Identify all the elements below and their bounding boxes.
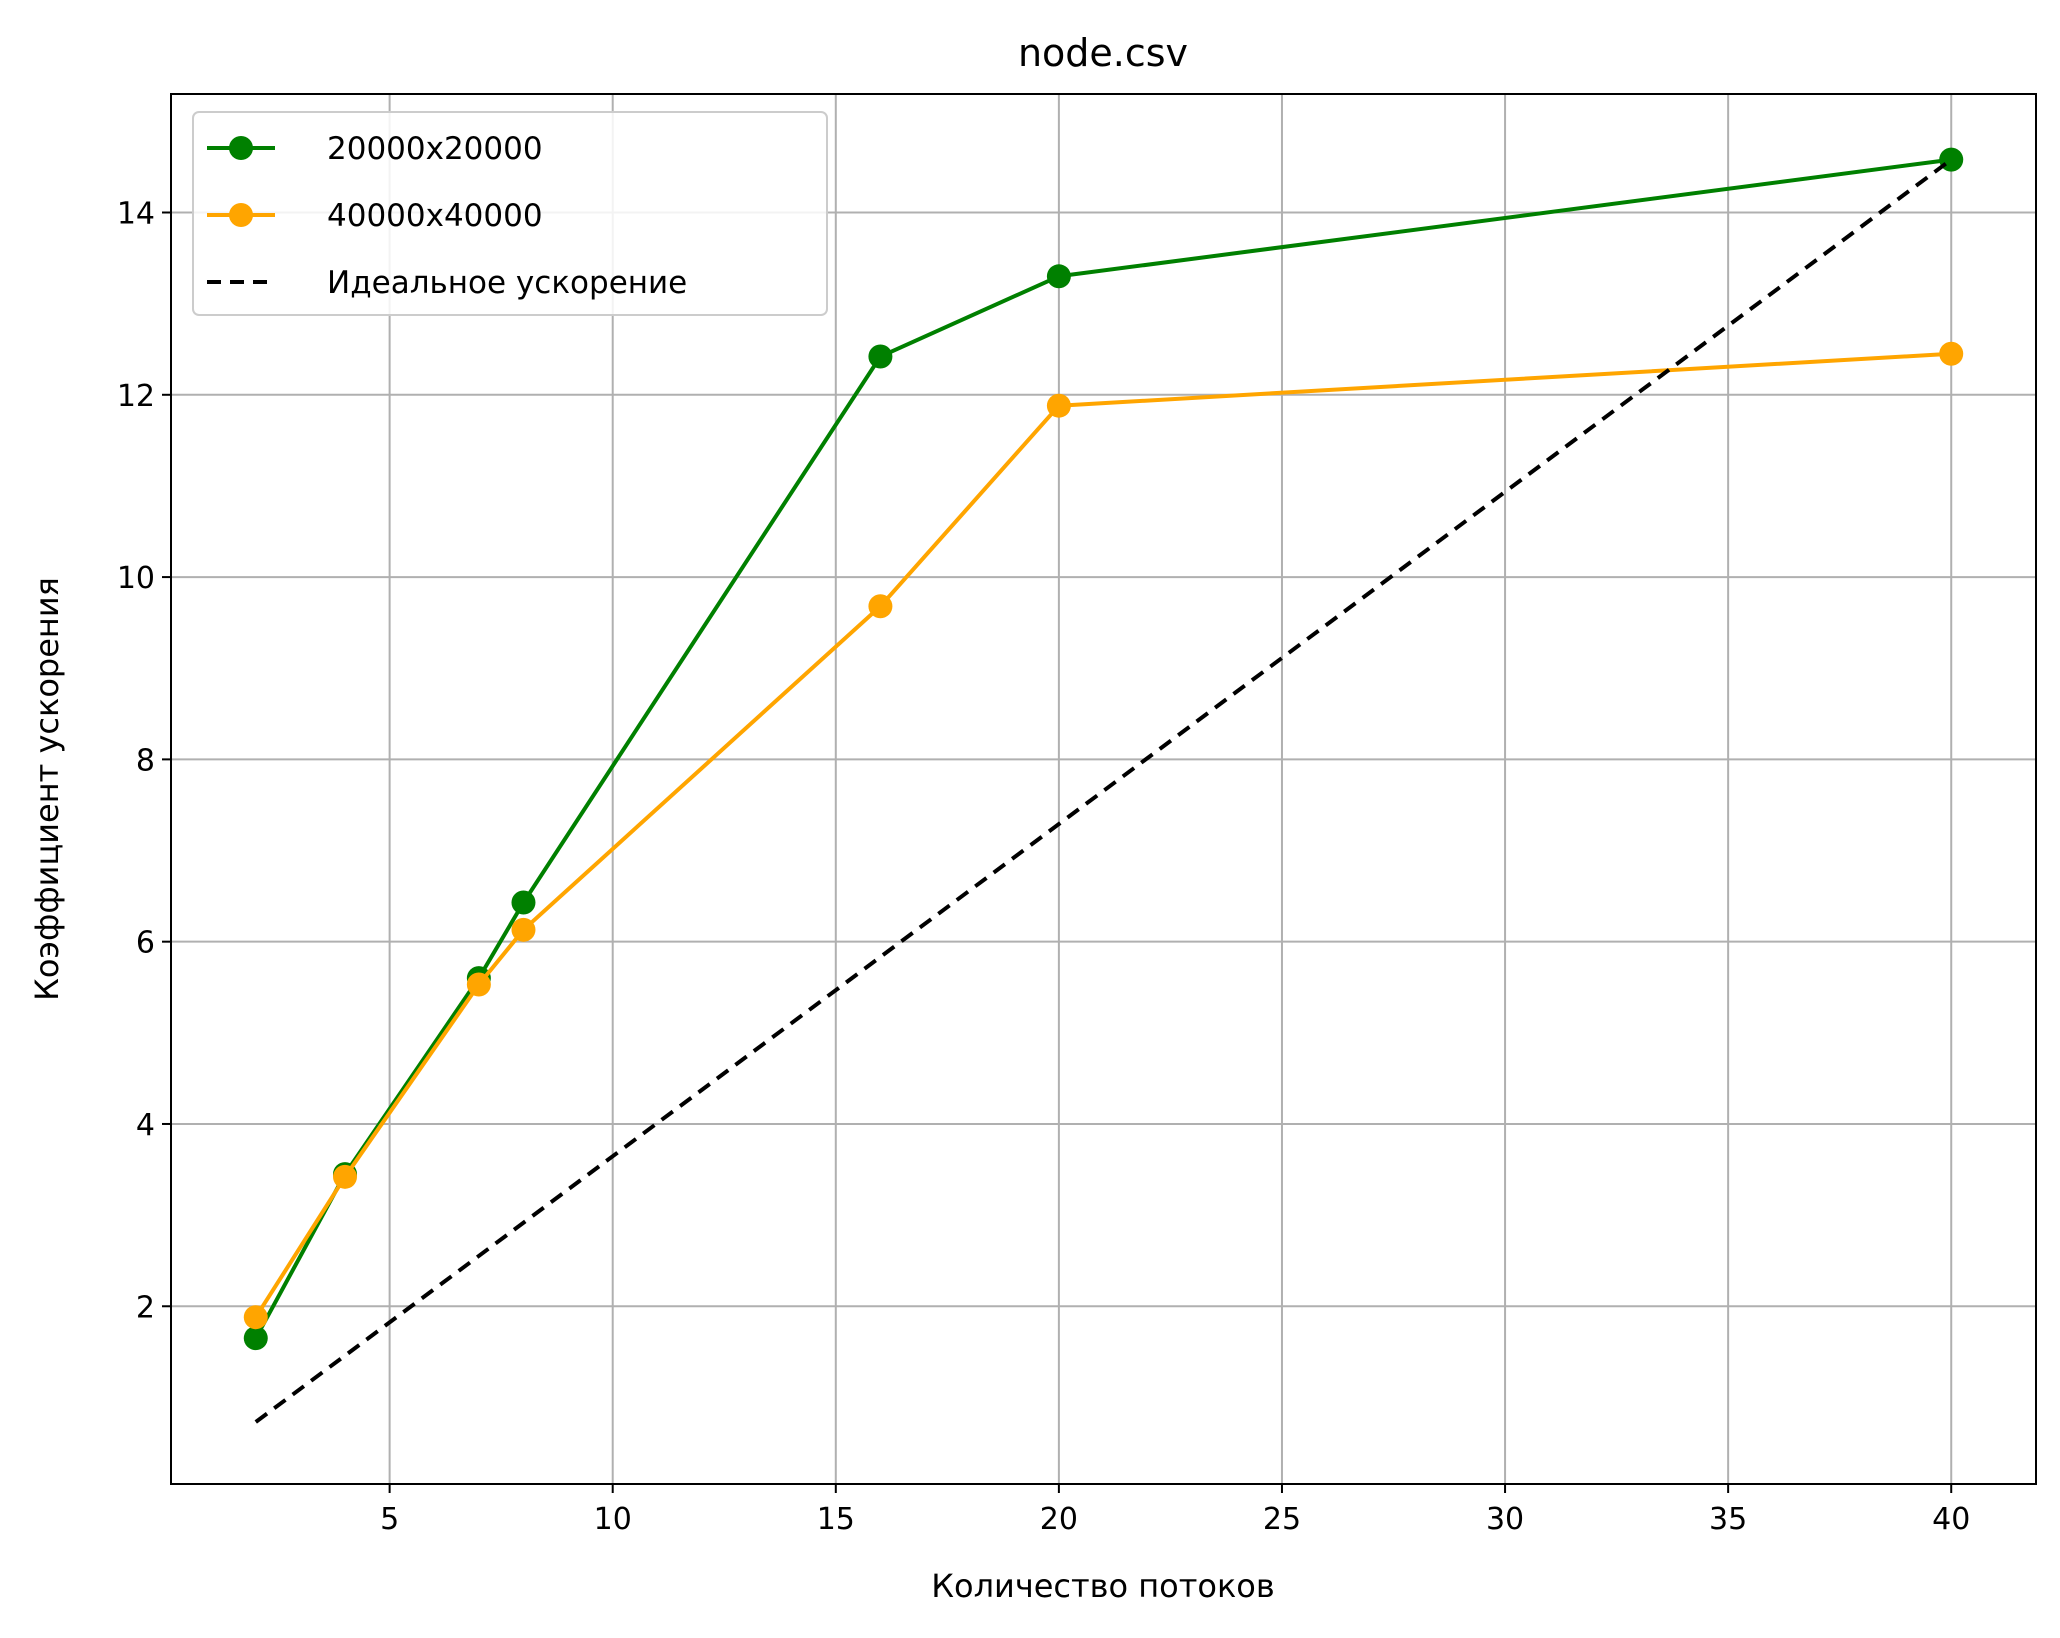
data-point	[1046, 264, 1071, 289]
chart-title: node.csv	[1018, 31, 1188, 75]
data-point	[511, 917, 536, 942]
series-идеальное-ускорение	[254, 158, 1953, 1424]
y-tick-label: 10	[117, 561, 155, 596]
y-tick-label: 2	[136, 1290, 155, 1325]
legend-marker	[229, 136, 253, 160]
data-point	[868, 344, 893, 369]
grid	[171, 94, 2036, 1484]
ticks: 5 10 15 20 25 30 35 40 2 4 6 8 10 12 14	[117, 196, 1971, 1537]
x-tick-label: 15	[817, 1502, 855, 1537]
x-tick-label: 40	[1932, 1502, 1970, 1537]
x-axis-label: Количество потоков	[931, 1567, 1274, 1605]
legend: 20000x20000 40000x40000 Идеальное ускорени…	[192, 111, 828, 316]
x-tick-label: 10	[594, 1502, 632, 1537]
legend-item-идеальное-ускорение: Идеальное ускорение	[207, 265, 687, 301]
series-line	[254, 158, 1953, 1424]
y-axis-label: Коэффициент ускорения	[28, 577, 66, 1001]
y-tick-label: 8	[136, 743, 155, 778]
legend-marker	[229, 203, 253, 227]
data-point	[1046, 393, 1071, 418]
data-point	[511, 890, 536, 915]
legend-label: Идеальное ускорение	[327, 265, 687, 301]
legend-item-20000x20000: 20000x20000	[207, 131, 543, 167]
data-point	[243, 1305, 268, 1330]
plot-frame	[170, 93, 2037, 1485]
y-tick-label: 4	[136, 1108, 155, 1143]
legend-box	[192, 111, 828, 316]
data-point	[466, 972, 491, 997]
data-point	[333, 1164, 358, 1189]
x-tick-label: 30	[1486, 1502, 1524, 1537]
data-point	[1939, 341, 1964, 366]
legend-label: 40000x40000	[327, 198, 543, 234]
y-tick-label: 14	[117, 196, 155, 231]
x-tick-label: 20	[1040, 1502, 1078, 1537]
legend-label: 20000x20000	[327, 131, 543, 167]
y-tick-label: 12	[117, 379, 155, 414]
x-tick-label: 5	[380, 1502, 399, 1537]
x-tick-label: 25	[1263, 1502, 1301, 1537]
x-tick-label: 35	[1709, 1502, 1747, 1537]
series-40000x40000	[243, 341, 1964, 1330]
series-layer	[243, 147, 1964, 1424]
legend-item-40000x40000: 40000x40000	[207, 198, 543, 234]
data-point	[868, 594, 893, 619]
y-tick-label: 6	[136, 926, 155, 961]
data-point	[243, 1326, 268, 1351]
